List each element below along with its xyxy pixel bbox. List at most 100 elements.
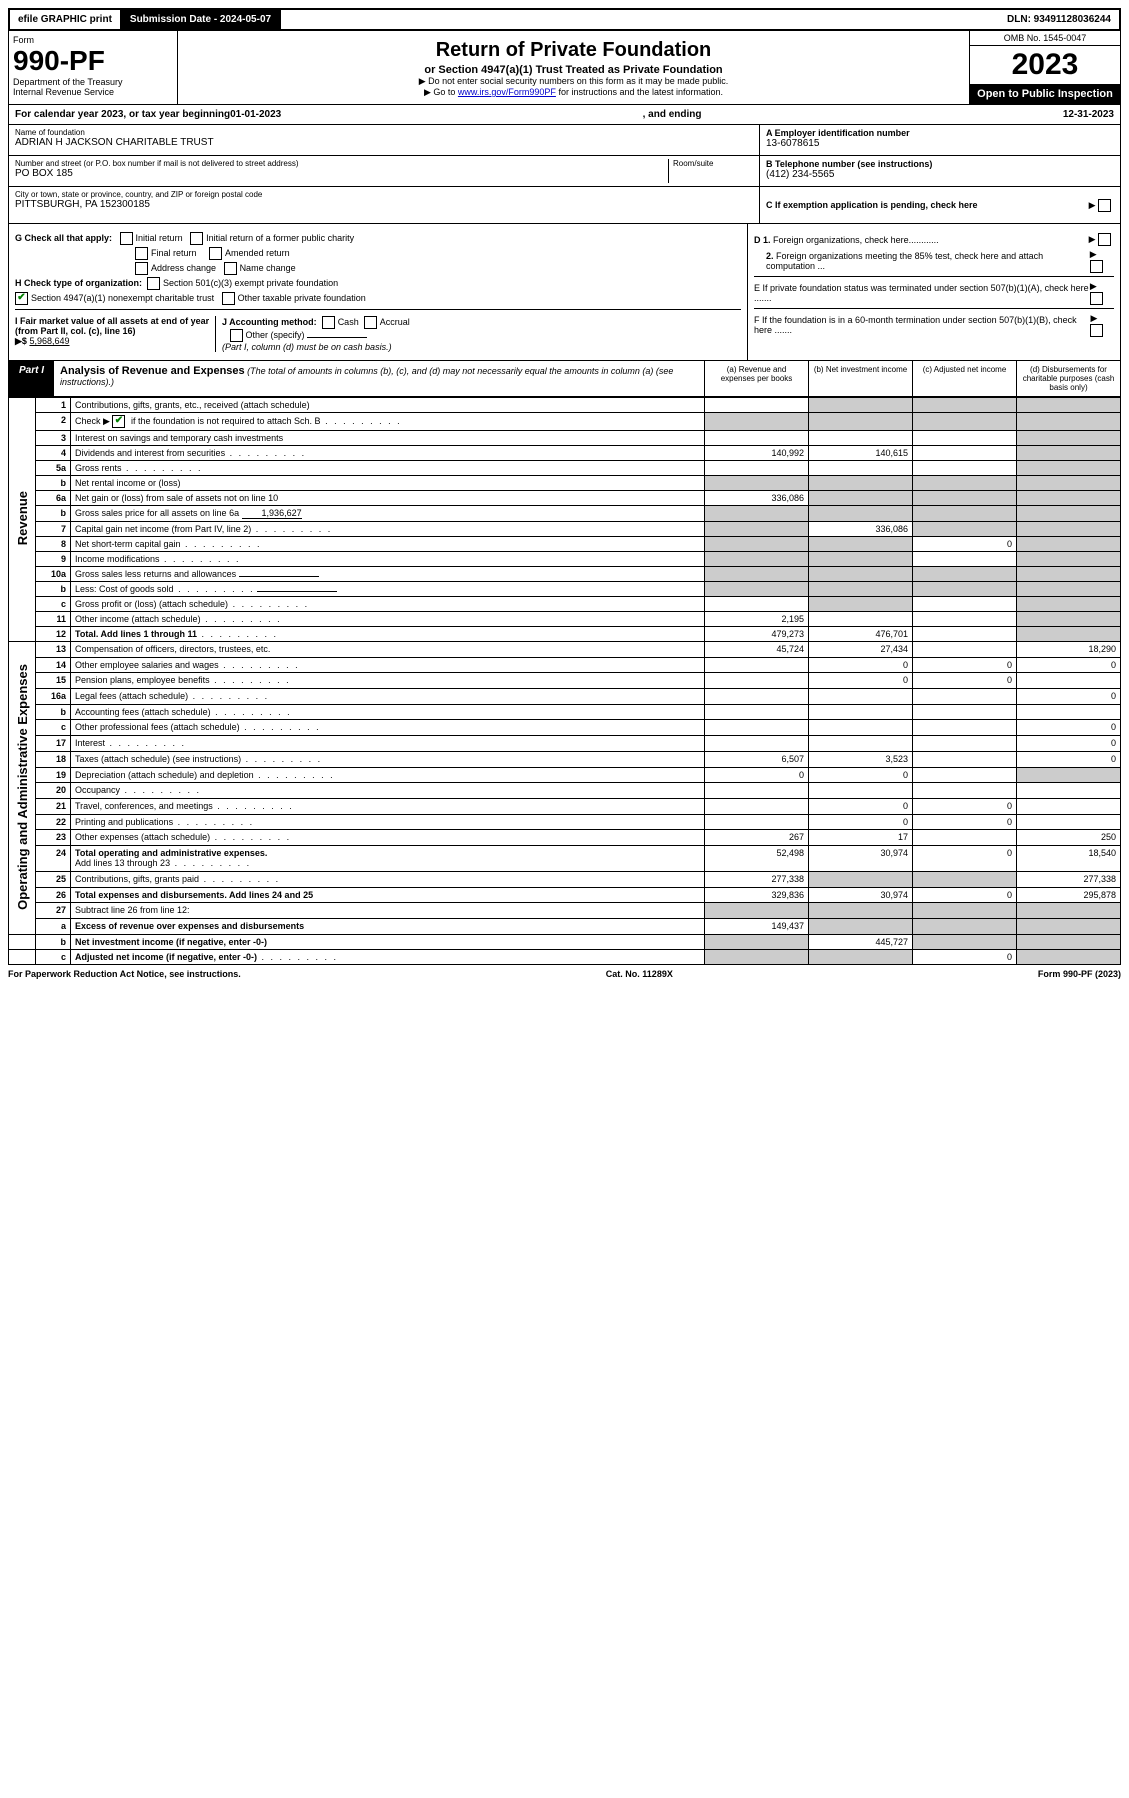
h3-checkbox[interactable] bbox=[222, 292, 235, 305]
line-21-desc: Travel, conferences, and meetings bbox=[75, 801, 213, 811]
dept-1: Department of the Treasury bbox=[13, 77, 173, 87]
c-checkbox[interactable] bbox=[1098, 199, 1111, 212]
form-word: Form bbox=[13, 35, 173, 45]
j2-checkbox[interactable] bbox=[364, 316, 377, 329]
l4-b: 140,615 bbox=[809, 446, 913, 461]
g2-checkbox[interactable] bbox=[190, 232, 203, 245]
calyear-mid: , and ending bbox=[281, 109, 1063, 120]
address: PO BOX 185 bbox=[15, 168, 668, 179]
line-24-desc: Total operating and administrative expen… bbox=[71, 845, 705, 871]
l24-d: 18,540 bbox=[1017, 845, 1121, 871]
j-note: (Part I, column (d) must be on cash basi… bbox=[222, 342, 392, 352]
line-17-desc: Interest bbox=[75, 738, 105, 748]
l13-b: 27,434 bbox=[809, 642, 913, 658]
line-7-desc: Capital gain net income (from Part IV, l… bbox=[75, 524, 251, 534]
l18-b: 3,523 bbox=[809, 751, 913, 767]
l2-checkbox[interactable]: ✔ bbox=[112, 415, 125, 428]
footer-left: For Paperwork Reduction Act Notice, see … bbox=[8, 969, 241, 979]
g-label: G Check all that apply: bbox=[15, 233, 112, 243]
l27a-a: 149,437 bbox=[705, 919, 809, 935]
g1-checkbox[interactable] bbox=[120, 232, 133, 245]
h-label: H Check type of organization: bbox=[15, 278, 142, 288]
i-block: I Fair market value of all assets at end… bbox=[15, 316, 215, 352]
j1-checkbox[interactable] bbox=[322, 316, 335, 329]
footer-right: Form 990-PF (2023) bbox=[1038, 969, 1121, 979]
line-9-desc: Income modifications bbox=[75, 554, 160, 564]
l26-c: 0 bbox=[913, 887, 1017, 903]
checks-block: G Check all that apply: Initial return I… bbox=[8, 224, 1121, 361]
omb-number: OMB No. 1545-0047 bbox=[970, 31, 1120, 46]
l16c-d: 0 bbox=[1017, 720, 1121, 736]
h2-checkbox[interactable]: ✔ bbox=[15, 292, 28, 305]
h1-checkbox[interactable] bbox=[147, 277, 160, 290]
name-label: Name of foundation bbox=[15, 128, 753, 137]
e-checkbox[interactable] bbox=[1090, 292, 1103, 305]
line-19-desc: Depreciation (attach schedule) and deple… bbox=[75, 770, 254, 780]
d2-checkbox[interactable] bbox=[1090, 260, 1103, 273]
l23-a: 267 bbox=[705, 830, 809, 846]
form-title-block: Return of Private Foundation or Section … bbox=[178, 31, 969, 104]
part1-label: Part I bbox=[9, 361, 54, 396]
form-note-2: ▶ Go to www.irs.gov/Form990PF for instru… bbox=[184, 87, 963, 98]
l24-b: 30,974 bbox=[809, 845, 913, 871]
col-c-header: (c) Adjusted net income bbox=[912, 361, 1016, 396]
line-15-desc: Pension plans, employee benefits bbox=[75, 675, 210, 685]
f-checkbox[interactable] bbox=[1090, 324, 1103, 337]
g6-checkbox[interactable] bbox=[224, 262, 237, 275]
footer-mid: Cat. No. 11289X bbox=[606, 969, 673, 979]
l18-a: 6,507 bbox=[705, 751, 809, 767]
g5-checkbox[interactable] bbox=[135, 262, 148, 275]
l24-sub: Add lines 13 through 23 bbox=[75, 858, 170, 868]
g2-label: Initial return of a former public charit… bbox=[206, 233, 354, 243]
g4-checkbox[interactable] bbox=[209, 247, 222, 260]
year-block: OMB No. 1545-0047 2023 Open to Public In… bbox=[969, 31, 1120, 104]
part1-header: Part I Analysis of Revenue and Expenses … bbox=[8, 361, 1121, 397]
line-26-desc: Total expenses and disbursements. Add li… bbox=[75, 890, 313, 900]
l12-b: 476,701 bbox=[809, 627, 913, 642]
h1-label: Section 501(c)(3) exempt private foundat… bbox=[163, 278, 338, 288]
line-27c-desc: Adjusted net income (if negative, enter … bbox=[75, 952, 257, 962]
l11-a: 2,195 bbox=[705, 612, 809, 627]
col-a-header: (a) Revenue and expenses per books bbox=[704, 361, 808, 396]
calyear-end: 12-31-2023 bbox=[1063, 109, 1114, 120]
d1-row: D 1. D 1. Foreign organizations, check h… bbox=[754, 233, 1114, 246]
l14-c: 0 bbox=[913, 657, 1017, 673]
form-subtitle: or Section 4947(a)(1) Trust Treated as P… bbox=[184, 64, 963, 76]
j-label: J Accounting method: bbox=[222, 317, 317, 327]
instructions-link[interactable]: www.irs.gov/Form990PF bbox=[458, 87, 556, 97]
l21-b: 0 bbox=[809, 798, 913, 814]
c-label: C If exemption application is pending, c… bbox=[766, 200, 978, 210]
l10b-text: Less: Cost of goods sold bbox=[75, 584, 174, 594]
d1-checkbox[interactable] bbox=[1098, 233, 1111, 246]
foundation-name: ADRIAN H JACKSON CHARITABLE TRUST bbox=[15, 137, 753, 148]
e-row: E If private foundation status was termi… bbox=[754, 276, 1114, 305]
i-label: I Fair market value of all assets at end… bbox=[15, 316, 209, 336]
form-note-1: ▶ Do not enter social security numbers o… bbox=[184, 76, 963, 87]
col-d-header: (d) Disbursements for charitable purpose… bbox=[1016, 361, 1120, 396]
footer: For Paperwork Reduction Act Notice, see … bbox=[8, 965, 1121, 979]
l25-d: 277,338 bbox=[1017, 872, 1121, 888]
l26-d: 295,878 bbox=[1017, 887, 1121, 903]
l27b-b: 445,727 bbox=[809, 934, 913, 949]
top-bar: efile GRAPHIC print Submission Date - 20… bbox=[8, 8, 1121, 31]
j3-checkbox[interactable] bbox=[230, 329, 243, 342]
calendar-year-row: For calendar year 2023, or tax year begi… bbox=[8, 105, 1121, 125]
g3-label: Final return bbox=[151, 248, 197, 258]
line-5a-desc: Gross rents bbox=[75, 463, 122, 473]
l6b-val: 1,936,627 bbox=[242, 508, 302, 519]
foundation-name-row: Name of foundation ADRIAN H JACKSON CHAR… bbox=[9, 125, 759, 156]
line-1-desc: Contributions, gifts, grants, etc., rece… bbox=[71, 398, 705, 413]
part1-desc: Analysis of Revenue and Expenses (The to… bbox=[54, 361, 704, 396]
tax-year: 2023 bbox=[970, 46, 1120, 84]
revenue-side-label: Revenue bbox=[15, 471, 30, 565]
line-10a-desc: Gross sales less returns and allowances bbox=[71, 567, 705, 582]
l22-b: 0 bbox=[809, 814, 913, 830]
l24-c: 0 bbox=[913, 845, 1017, 871]
l22-c: 0 bbox=[913, 814, 1017, 830]
h-row2: ✔Section 4947(a)(1) nonexempt charitable… bbox=[15, 292, 741, 305]
g3-checkbox[interactable] bbox=[135, 247, 148, 260]
line-20-desc: Occupancy bbox=[75, 785, 120, 795]
city-label: City or town, state or province, country… bbox=[15, 190, 753, 199]
l7-b: 336,086 bbox=[809, 522, 913, 537]
part1-table: Revenue 1Contributions, gifts, grants, e… bbox=[8, 397, 1121, 965]
